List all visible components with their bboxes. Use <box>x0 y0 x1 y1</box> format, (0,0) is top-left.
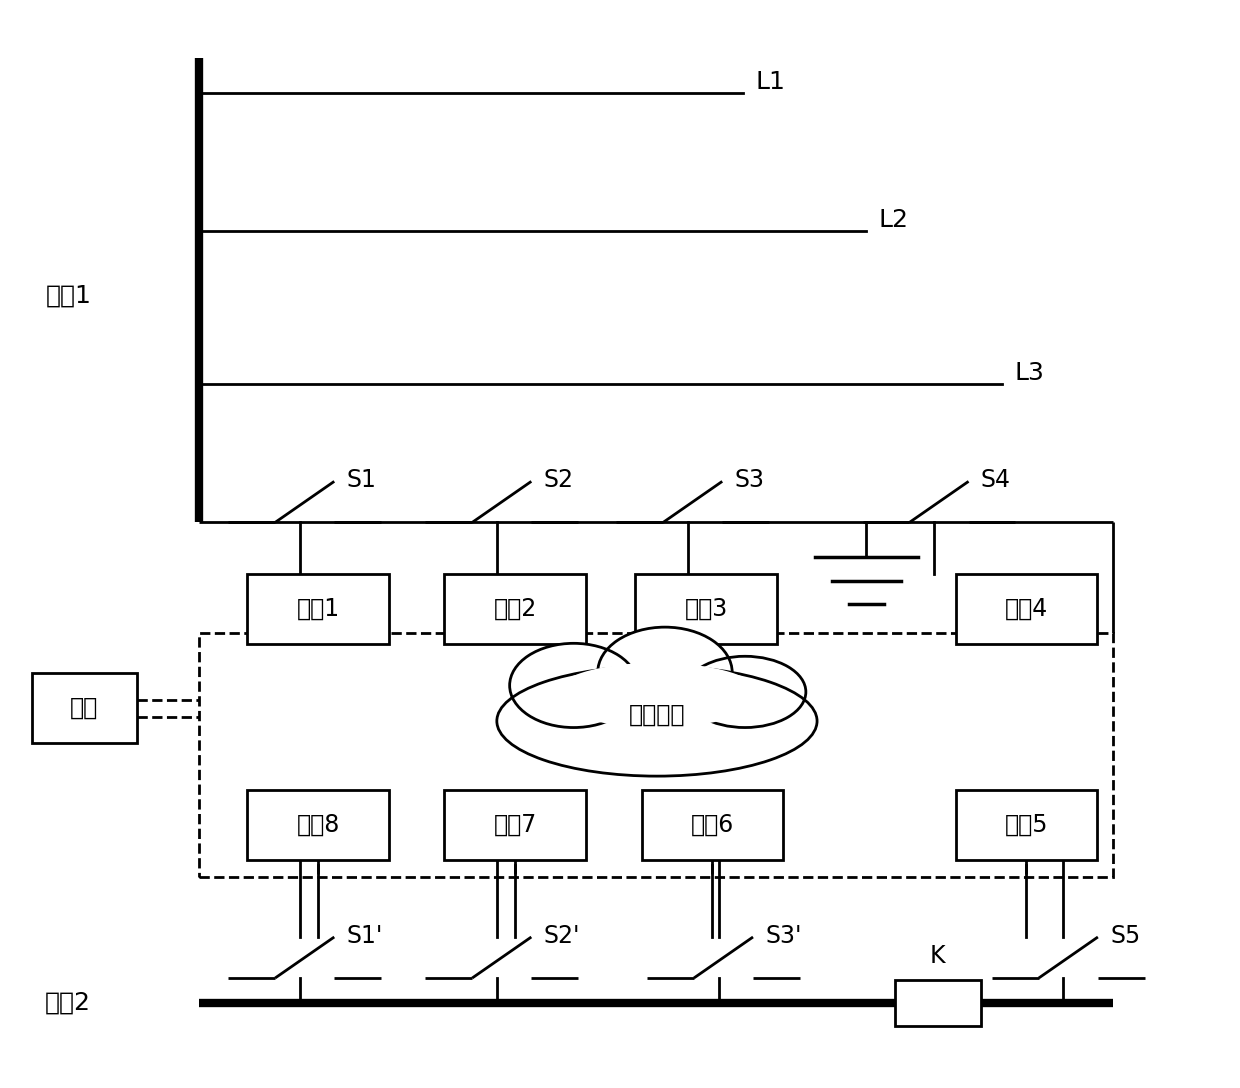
Bar <box>635 573 777 644</box>
Text: S1: S1 <box>346 468 377 492</box>
Text: L2: L2 <box>879 208 909 232</box>
Text: 装瀲3: 装瀲3 <box>684 597 728 621</box>
Ellipse shape <box>553 663 761 728</box>
Text: S2': S2' <box>543 924 580 948</box>
Text: 装瀲8: 装瀲8 <box>296 813 340 837</box>
Text: 装瀲1: 装瀲1 <box>296 597 340 621</box>
Text: S5: S5 <box>1110 924 1141 948</box>
Text: L1: L1 <box>755 70 785 94</box>
Bar <box>444 790 587 860</box>
Bar <box>248 573 389 644</box>
Bar <box>444 573 587 644</box>
Text: S3': S3' <box>765 924 802 948</box>
Bar <box>956 573 1097 644</box>
Bar <box>248 790 389 860</box>
Ellipse shape <box>497 666 817 776</box>
Bar <box>956 790 1097 860</box>
Ellipse shape <box>598 627 732 718</box>
Bar <box>32 673 136 743</box>
Text: S2: S2 <box>543 468 574 492</box>
Text: S4: S4 <box>981 468 1011 492</box>
Text: 装瀲2: 装瀲2 <box>494 597 537 621</box>
Text: 母线1: 母线1 <box>46 284 92 308</box>
Text: 装瀲4: 装瀲4 <box>1004 597 1048 621</box>
Bar <box>641 790 784 860</box>
Text: L3: L3 <box>1014 361 1044 385</box>
Text: S3: S3 <box>734 468 765 492</box>
Text: 装瀲5: 装瀲5 <box>1004 813 1048 837</box>
Text: 装瀲7: 装瀲7 <box>494 813 537 837</box>
Text: K: K <box>930 944 946 968</box>
Text: 装瀲6: 装瀲6 <box>691 813 734 837</box>
Text: 母线2: 母线2 <box>45 991 92 1015</box>
Text: 通讯系统: 通讯系统 <box>629 703 686 727</box>
Ellipse shape <box>510 643 637 728</box>
Text: S1': S1' <box>346 924 383 948</box>
Bar <box>198 632 1112 877</box>
Text: 主站: 主站 <box>71 696 98 720</box>
Ellipse shape <box>684 656 806 728</box>
Bar <box>895 980 981 1026</box>
